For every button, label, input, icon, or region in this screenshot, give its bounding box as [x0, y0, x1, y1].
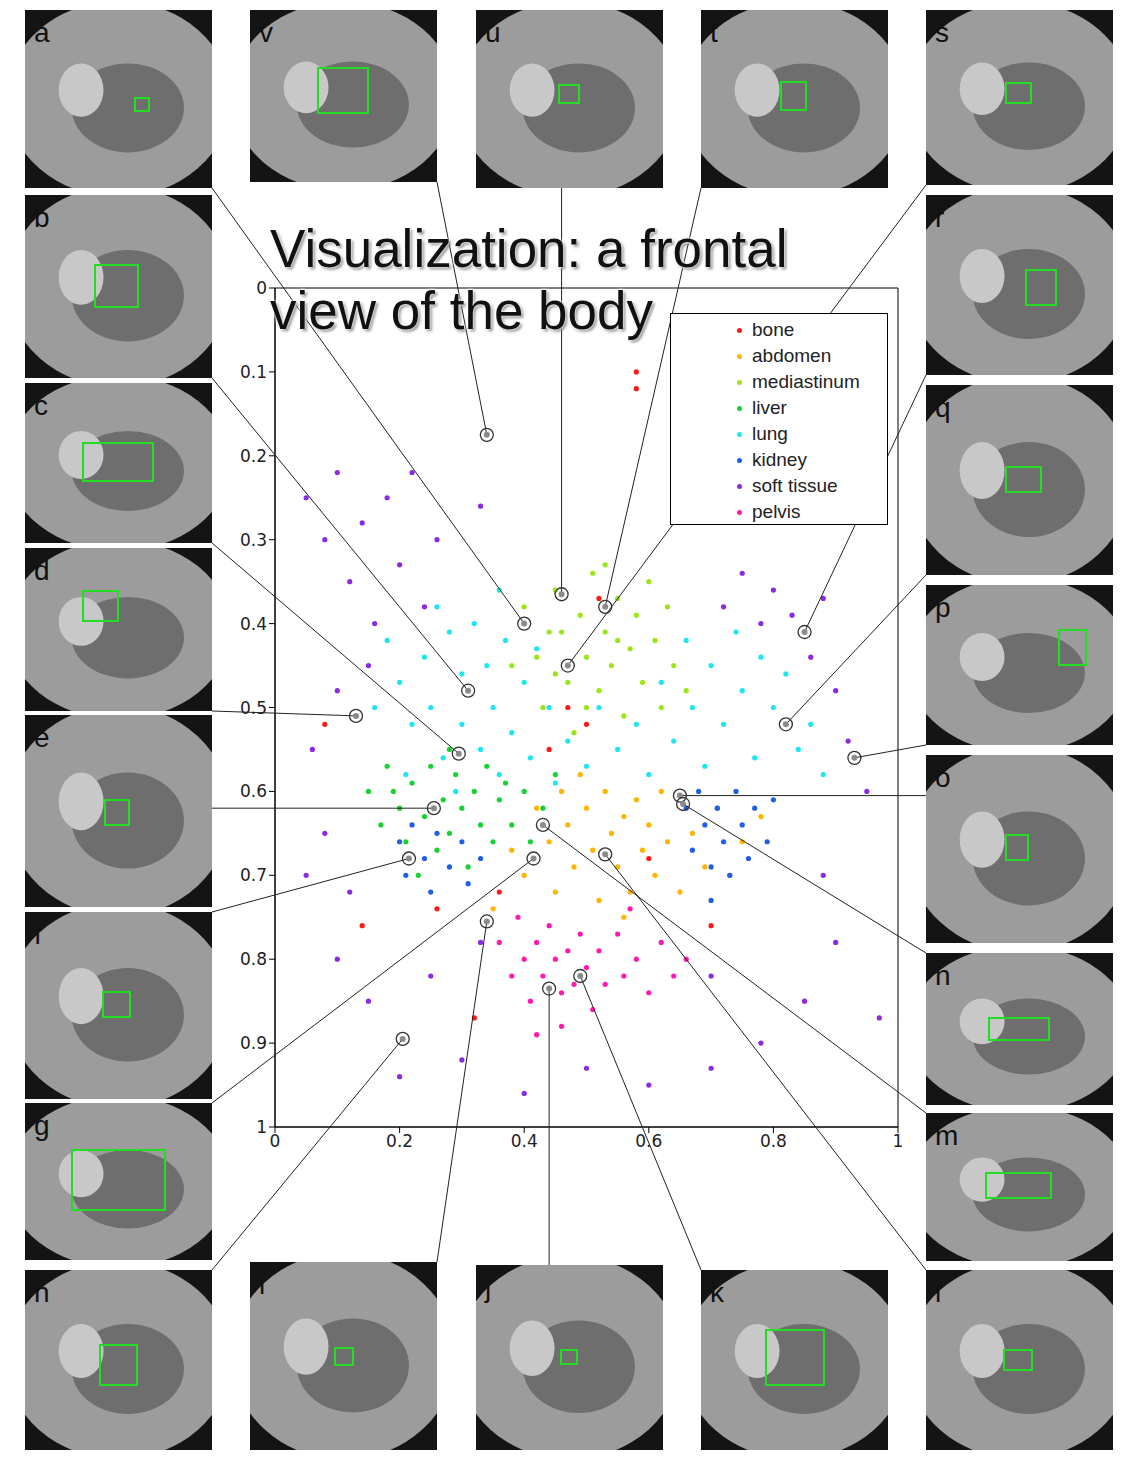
svg-text:1: 1	[256, 1117, 267, 1137]
svg-text:p: p	[935, 592, 951, 623]
svg-text:i: i	[259, 1269, 265, 1300]
svg-text:1: 1	[893, 1131, 904, 1151]
svg-text:0.6: 0.6	[635, 1131, 662, 1151]
svg-text:0.2: 0.2	[240, 446, 267, 466]
svg-text:u: u	[485, 17, 501, 48]
svg-text:f: f	[34, 919, 42, 950]
html-text:lung: lung	[752, 423, 788, 444]
svg-text:t: t	[710, 17, 718, 48]
svg-text:0.4: 0.4	[511, 1131, 538, 1151]
html-text:abdomen: abdomen	[752, 345, 832, 366]
html-text:mediastinum: mediastinum	[752, 371, 860, 392]
svg-text:0.6: 0.6	[240, 781, 267, 801]
svg-text:b: b	[34, 202, 50, 233]
svg-text:q: q	[935, 392, 951, 423]
html-text:pelvis: pelvis	[752, 501, 801, 522]
svg-text:c: c	[34, 390, 48, 421]
svg-text:a: a	[34, 17, 50, 48]
html-text:soft tissue: soft tissue	[752, 475, 838, 496]
svg-text:0.3: 0.3	[240, 530, 267, 550]
svg-text:s: s	[935, 17, 949, 48]
svg-text:0.4: 0.4	[240, 614, 267, 634]
svg-text:v: v	[259, 17, 273, 48]
html-text:Visualization: a frontal view: Visualization: a frontal view of the bod…	[270, 219, 788, 340]
svg-text:e: e	[34, 722, 50, 753]
svg-text:0: 0	[256, 278, 267, 298]
svg-text:0.8: 0.8	[240, 949, 267, 969]
svg-text:d: d	[34, 555, 50, 586]
html-text:bone: bone	[752, 319, 795, 340]
svg-text:g: g	[34, 1110, 50, 1141]
svg-text:0.9: 0.9	[240, 1033, 267, 1053]
svg-text:0.7: 0.7	[240, 865, 267, 885]
html-text:kidney: kidney	[752, 449, 807, 470]
svg-text:0.5: 0.5	[240, 698, 267, 718]
svg-text:0: 0	[270, 1131, 281, 1151]
svg-text:r: r	[935, 202, 944, 233]
svg-text:k: k	[710, 1277, 725, 1308]
svg-text:l: l	[935, 1277, 941, 1308]
svg-text:0.1: 0.1	[240, 362, 267, 382]
svg-text:h: h	[34, 1277, 50, 1308]
svg-text:n: n	[935, 960, 951, 991]
svg-text:0.2: 0.2	[386, 1131, 413, 1151]
svg-text:o: o	[935, 762, 951, 793]
svg-text:0.8: 0.8	[760, 1131, 787, 1151]
svg-text:m: m	[935, 1120, 958, 1151]
svg-text:j: j	[484, 1272, 491, 1303]
html-text:liver: liver	[752, 397, 787, 418]
